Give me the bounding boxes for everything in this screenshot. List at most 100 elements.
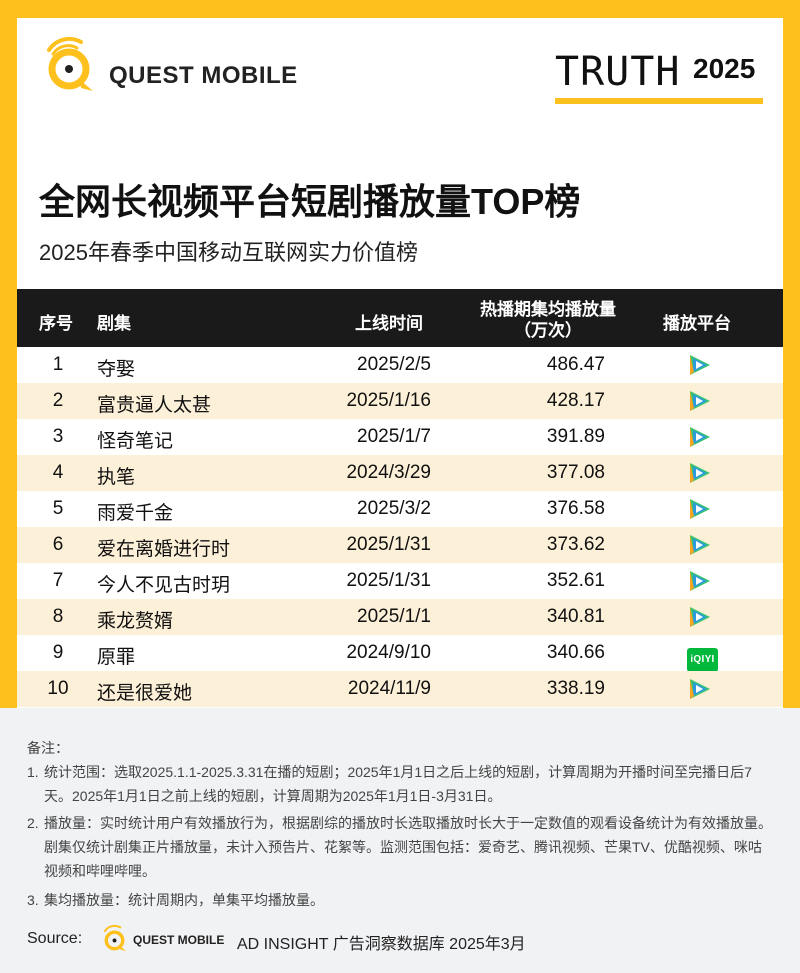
header-name: 剧集 <box>97 314 131 333</box>
cell-date: 2024/11/9 <box>347 678 431 699</box>
cell-rank: 3 <box>52 426 64 447</box>
cell-plays: 391.89 <box>546 426 605 447</box>
cell-rank: 2 <box>52 390 64 411</box>
tencent-video-icon <box>690 463 710 483</box>
table-body: 1 夺娶 2025/2/5 486.47 2 富贵逼人太甚 2025/1/16 … <box>17 347 783 707</box>
cell-platform: iQIYI <box>687 641 719 672</box>
questmobile-logo-icon <box>47 36 93 91</box>
cell-name: 夺娶 <box>97 359 136 380</box>
cell-plays: 428.17 <box>546 390 605 411</box>
tencent-video-icon <box>690 391 710 411</box>
cell-name: 原罪 <box>97 647 136 668</box>
table-row: 6 爱在离婚进行时 2025/1/31 373.62 <box>17 527 783 563</box>
header-plays-line2: （万次） <box>514 321 582 340</box>
cell-plays: 352.61 <box>546 570 605 591</box>
header-date: 上线时间 <box>355 314 423 333</box>
cell-platform <box>687 605 719 629</box>
cell-plays: 340.66 <box>546 642 605 663</box>
cell-plays: 338.19 <box>546 678 605 699</box>
table-header: 序号 剧集 上线时间 热播期集均播放量 （万次） 播放平台 <box>17 289 783 347</box>
cell-plays: 373.62 <box>546 534 605 555</box>
note-item: 2. 播放量：实时统计用户有效播放行为，根据剧综的播放时长选取播放时长大于一定数… <box>27 811 775 883</box>
cell-name: 今人不见古时玥 <box>97 575 231 596</box>
tencent-video-icon <box>690 499 710 519</box>
cell-rank: 7 <box>52 570 64 591</box>
header-plays-line1: 热播期集均播放量 <box>480 300 616 319</box>
notes-section: 备注： 1. 统计范围：选取2025.1.1-2025.3.31在播的短剧；20… <box>0 708 800 973</box>
note-number: 1. <box>27 764 39 780</box>
table-row: 8 乘龙赘婿 2025/1/1 340.81 <box>17 599 783 635</box>
table-row: 9 原罪 2024/9/10 340.66 iQIYI <box>17 635 783 672</box>
questmobile-logo-icon <box>103 924 127 952</box>
table-row: 7 今人不见古时玥 2025/1/31 352.61 <box>17 563 783 599</box>
note-item: 1. 统计范围：选取2025.1.1-2025.3.31在播的短剧；2025年1… <box>27 760 775 808</box>
cell-date: 2025/1/7 <box>357 426 431 447</box>
cell-platform <box>687 353 719 377</box>
source-label: Source: <box>27 930 83 947</box>
cell-plays: 377.08 <box>546 462 605 483</box>
tencent-video-icon <box>690 355 710 375</box>
note-text: 播放量：实时统计用户有效播放行为，根据剧综的播放时长选取播放时长大于一定数值的观… <box>44 815 772 879</box>
cell-name: 雨爱千金 <box>97 503 174 524</box>
tencent-video-icon <box>690 427 710 447</box>
cell-name: 富贵逼人太甚 <box>97 395 212 416</box>
cell-date: 2025/1/31 <box>346 534 431 555</box>
cell-platform <box>687 389 719 413</box>
page-title: 全网长视频平台短剧播放量TOP榜 <box>39 181 581 222</box>
note-text: 集均播放量：统计周期内，单集平均播放量。 <box>44 892 324 908</box>
cell-plays: 376.58 <box>546 498 605 519</box>
cell-platform <box>687 497 719 521</box>
cell-date: 2025/1/1 <box>357 606 431 627</box>
tencent-video-icon <box>690 535 710 555</box>
cell-date: 2024/3/29 <box>346 462 431 483</box>
cell-rank: 1 <box>52 354 64 375</box>
cell-rank: 6 <box>52 534 64 555</box>
cell-rank: 5 <box>52 498 64 519</box>
table-row: 1 夺娶 2025/2/5 486.47 <box>17 347 783 383</box>
cell-date: 2025/1/31 <box>346 570 431 591</box>
cell-plays: 340.81 <box>546 606 605 627</box>
cell-plays: 486.47 <box>546 354 605 375</box>
iqiyi-icon: iQIYI <box>687 648 718 672</box>
cell-platform <box>687 677 719 701</box>
cell-platform <box>687 569 719 593</box>
header-platform: 播放平台 <box>663 314 731 333</box>
cell-rank: 9 <box>52 642 64 663</box>
truth-2025-badge: TRUTH 2025 <box>555 50 763 104</box>
cell-name: 乘龙赘婿 <box>97 611 174 632</box>
note-text: 统计范围：选取2025.1.1-2025.3.31在播的短剧；2025年1月1日… <box>44 764 752 804</box>
header-rank: 序号 <box>39 314 73 333</box>
cell-name: 执笔 <box>97 467 136 488</box>
tencent-video-icon <box>690 607 710 627</box>
cell-rank: 8 <box>52 606 64 627</box>
source-text: AD INSIGHT 广告洞察数据库 2025年3月 <box>237 936 526 953</box>
cell-name: 怪奇笔记 <box>97 431 174 452</box>
truth-underline <box>555 98 763 104</box>
table-row: 5 雨爱千金 2025/3/2 376.58 <box>17 491 783 527</box>
cell-date: 2025/1/16 <box>346 390 431 411</box>
note-number: 2. <box>27 815 39 831</box>
truth-year: 2025 <box>693 53 756 84</box>
cell-date: 2024/9/10 <box>346 642 431 663</box>
cell-date: 2025/2/5 <box>357 354 431 375</box>
cell-name: 爱在离婚进行时 <box>97 539 231 560</box>
truth-word: TRUTH <box>555 49 681 95</box>
header-plays: 热播期集均播放量 （万次） <box>463 299 633 341</box>
cell-rank: 4 <box>52 462 64 483</box>
note-item: 3. 集均播放量：统计周期内，单集平均播放量。 <box>27 888 775 912</box>
cell-platform <box>687 425 719 449</box>
source-brand: QUEST MOBILE <box>133 933 225 947</box>
tencent-video-icon <box>690 571 710 591</box>
table-row: 2 富贵逼人太甚 2025/1/16 428.17 <box>17 383 783 419</box>
page-subtitle: 2025年春季中国移动互联网实力价值榜 <box>39 240 418 265</box>
tencent-video-icon <box>690 679 710 699</box>
cell-platform <box>687 533 719 557</box>
table-row: 3 怪奇笔记 2025/1/7 391.89 <box>17 419 783 455</box>
cell-rank: 10 <box>47 678 69 699</box>
cell-name: 还是很爱她 <box>97 683 193 704</box>
table-row: 4 执笔 2024/3/29 377.08 <box>17 455 783 491</box>
cell-date: 2025/3/2 <box>357 498 431 519</box>
main-card: QUEST MOBILE TRUTH 2025 全网长视频平台短剧播放量TOP榜… <box>17 18 783 708</box>
note-number: 3. <box>27 892 39 908</box>
brand-name: QUEST MOBILE <box>109 62 298 89</box>
